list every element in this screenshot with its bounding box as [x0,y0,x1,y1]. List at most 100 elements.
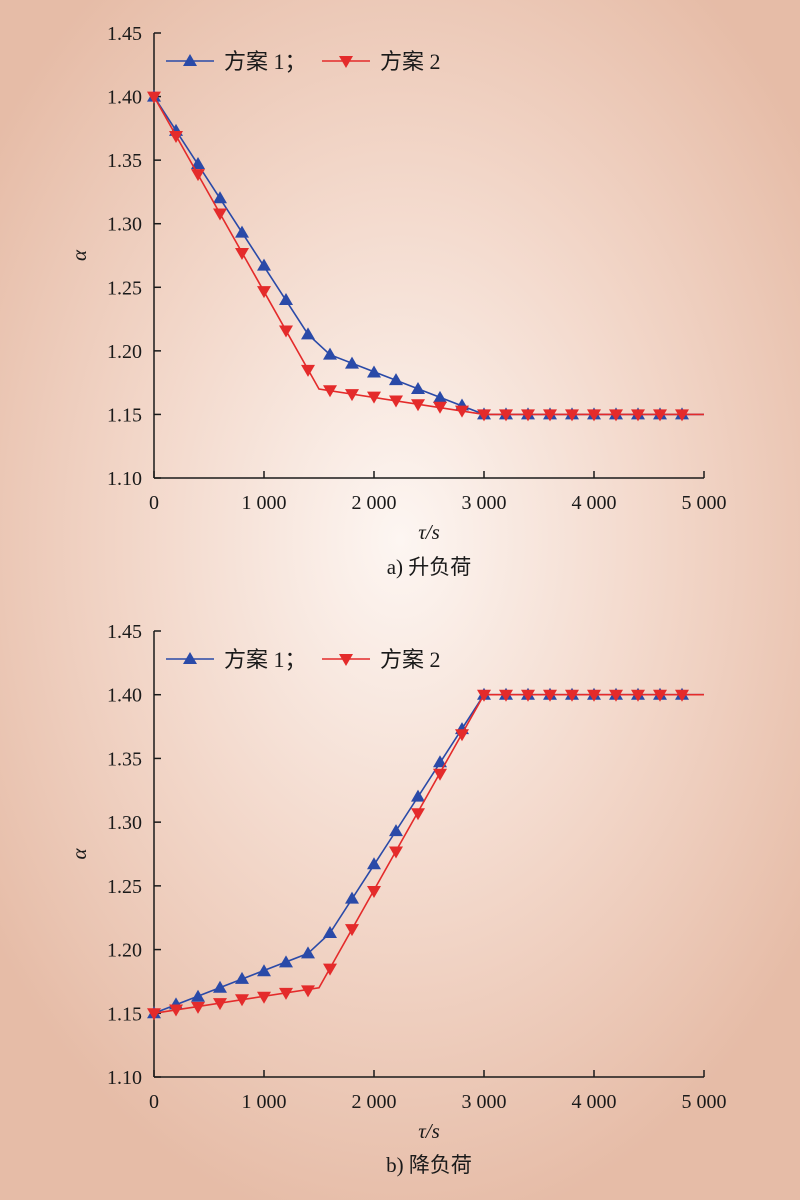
legend: 方案 1； 方案 2 [166,49,441,74]
data-point [279,325,293,338]
series-line [153,693,704,1015]
legend-label-series-1: 方案 1； [224,49,307,74]
data-point [433,755,447,768]
data-point [235,994,249,1007]
data-point [345,356,359,369]
data-point [301,364,315,377]
y-tick-label: 1.35 [107,748,142,770]
data-point [213,208,227,221]
data-point [279,955,293,968]
data-point [521,689,535,702]
data-point [367,365,381,378]
data-point [257,286,271,299]
data-point [147,1008,161,1021]
legend-label-series-2: 方案 2 [380,49,441,74]
data-point [411,789,425,802]
legend-marker-series-1 [183,54,197,66]
series-markers [147,89,689,420]
data-point [433,401,447,414]
data-point [389,846,403,859]
y-tick-label: 1.25 [107,876,142,898]
data-point [389,373,403,386]
series-markers [147,687,689,1019]
data-point [169,130,183,143]
data-point [323,963,337,976]
y-tick-label: 1.10 [107,1067,142,1089]
data-point [675,409,689,422]
data-point [345,924,359,937]
y-tick-label: 1.35 [107,150,142,172]
data-point [213,998,227,1011]
data-point [411,382,425,394]
data-point [191,169,205,182]
data-point [257,964,271,977]
data-point [147,91,161,104]
x-tick-label: 4 000 [572,492,617,514]
y-tick-label: 1.15 [107,1003,142,1025]
legend-label-series-1: 方案 1； [224,647,307,672]
y-tick-label: 1.10 [107,468,142,490]
data-point [477,689,491,702]
series-markers [147,689,689,1021]
data-point [521,409,535,422]
data-point [279,987,293,1000]
data-point [301,946,315,959]
data-point [675,689,689,702]
data-point [543,409,557,422]
data-point [301,985,315,998]
chart-b-load-decrease: 1.10 1.15 1.20 1.25 1.30 1.35 1.40 1.45 0 1 000 2 … [67,621,727,1177]
data-point [411,399,425,412]
data-point [587,409,601,422]
x-tick-label: 2 000 [352,492,397,514]
data-point [191,156,205,169]
data-point [433,768,447,781]
data-point [367,391,381,404]
y-tick-label: 1.40 [107,685,142,707]
y-axis-label: α [67,249,91,261]
data-point [257,258,271,271]
data-point [367,885,381,898]
data-point [609,409,623,422]
data-point [499,409,513,422]
x-axis-label: τ/s [418,520,440,544]
series-2 [147,689,704,1021]
data-point [631,409,645,422]
data-point [565,689,579,702]
data-point [565,409,579,422]
legend-marker-series-2 [339,56,353,68]
y-tick-label: 1.20 [107,341,142,363]
series-markers [147,91,689,422]
data-point [411,808,425,821]
data-point [543,689,557,702]
y-tick-label: 1.20 [107,940,142,962]
x-tick-label: 3 000 [462,492,507,514]
x-tick-label: 5 000 [682,492,727,514]
data-point [653,409,667,422]
chart-caption: a) 升负荷 [387,555,472,579]
y-tick-label: 1.45 [107,621,142,643]
data-point [477,409,491,422]
chart-a-load-increase: 1.10 1.15 1.20 1.25 1.30 1.35 1.40 1.45 0 1 000 2 … [67,23,727,579]
x-tick-label: 1 000 [242,1091,287,1113]
x-tick-label: 5 000 [682,1091,727,1113]
data-point [323,926,337,939]
data-point [631,689,645,702]
chart-caption: b) 降负荷 [386,1153,472,1177]
series-2 [147,91,704,422]
y-tick-label: 1.25 [107,277,142,299]
data-point [323,347,337,360]
x-axis-label: τ/s [418,1119,440,1143]
data-point [587,689,601,702]
data-point [389,395,403,408]
y-axis-label: α [67,848,91,860]
y-tick-label: 1.30 [107,214,142,236]
x-tick-label: 4 000 [572,1091,617,1113]
data-point [301,327,315,340]
data-point [169,1004,183,1017]
series-line [153,693,704,1015]
series-line [153,96,704,416]
data-point [367,857,381,870]
x-tick-label: 2 000 [352,1091,397,1113]
data-point [389,824,403,837]
data-point [323,385,337,398]
